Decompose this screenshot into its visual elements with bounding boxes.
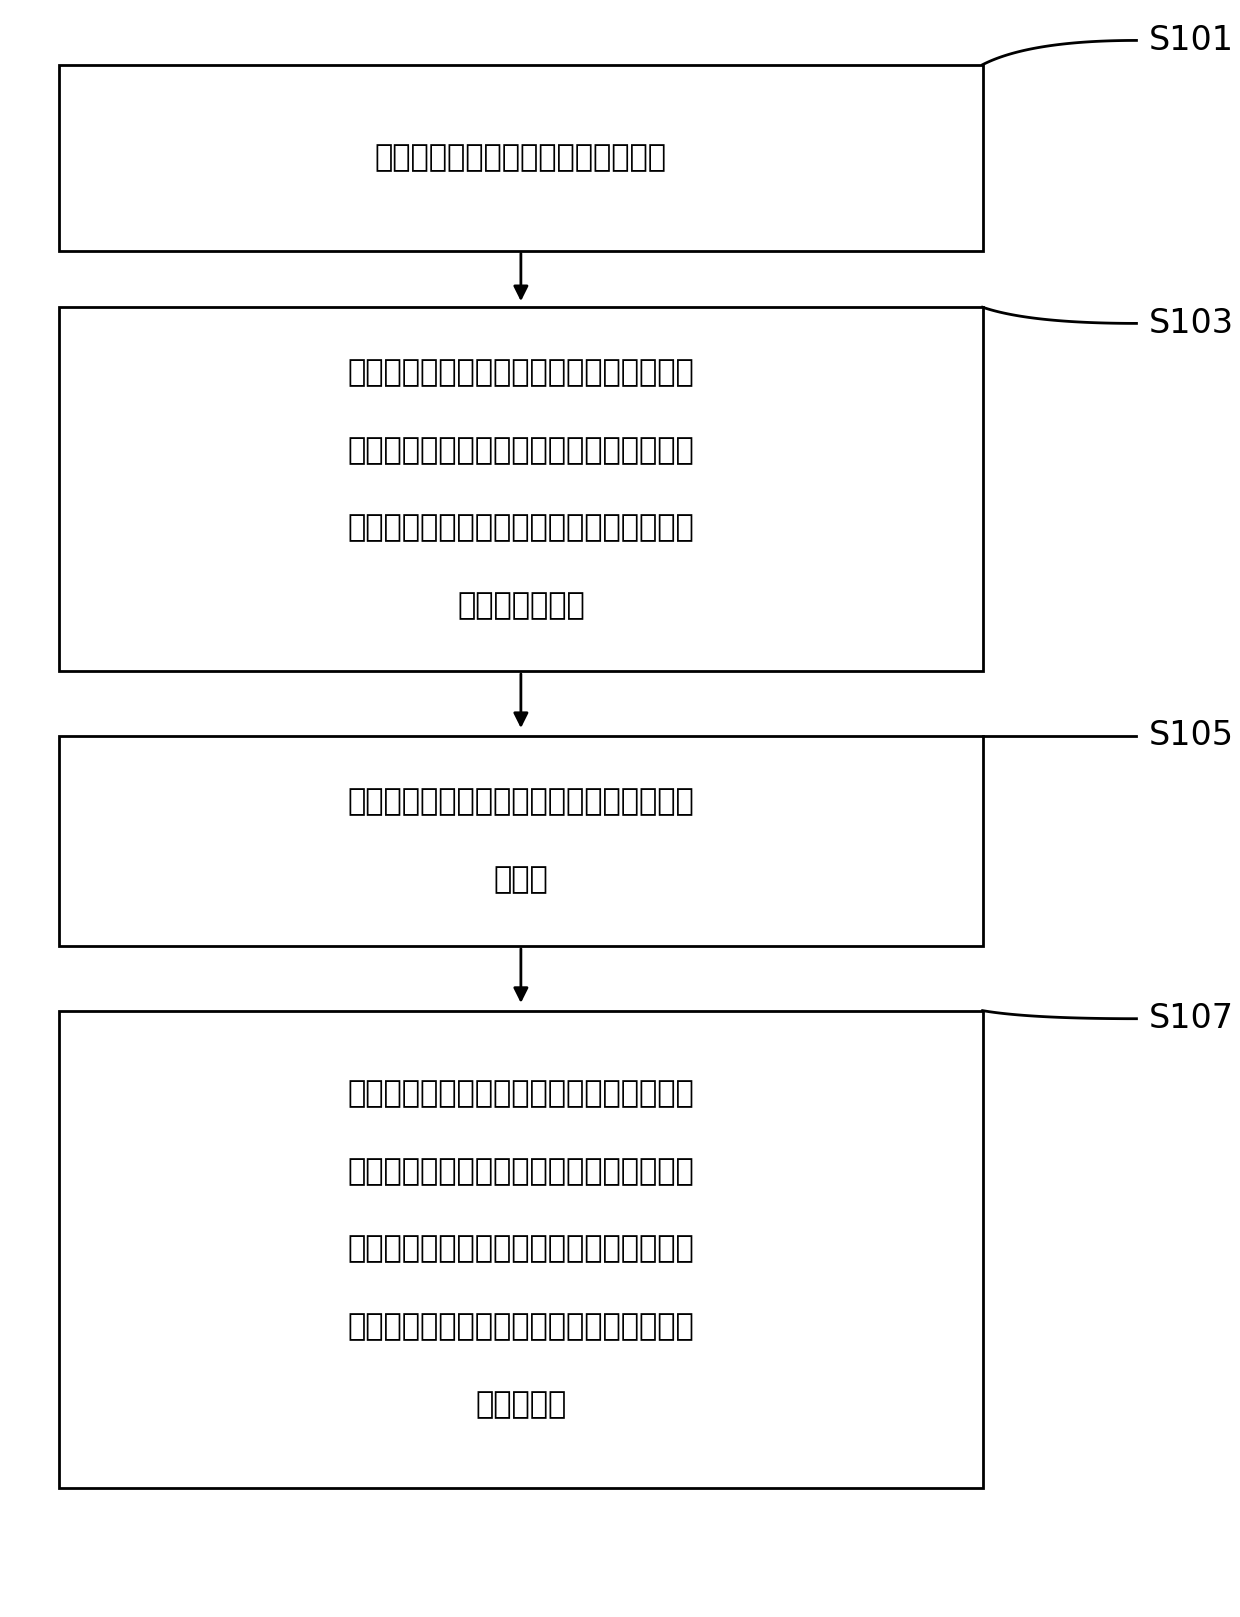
Bar	[60, 736, 982, 946]
Bar	[60, 307, 982, 671]
Bar	[60, 1011, 982, 1488]
Bar	[60, 65, 982, 251]
Text: 以获取采集信号: 以获取采集信号	[458, 592, 585, 619]
Text: 时钟信号的频率对待修正电阻进行信号采样: 时钟信号的频率对待修正电阻进行信号采样	[347, 514, 694, 542]
Text: 获取与工频信号周期相同的定标信号: 获取与工频信号周期相同的定标信号	[374, 144, 667, 171]
Text: S103: S103	[1148, 307, 1234, 340]
Text: 值对测量信号和或系统目标修正值进行消扰: 值对测量信号和或系统目标修正值进行消扰	[347, 1235, 694, 1263]
Text: 根据采集信号获取每个采样时刻下的工频干: 根据采集信号获取每个采样时刻下的工频干	[347, 787, 694, 817]
Text: 扰幅值: 扰幅值	[494, 865, 548, 894]
Text: S101: S101	[1148, 24, 1234, 57]
Text: S107: S107	[1148, 1003, 1234, 1035]
Text: 信号，并根据每个采样时刻下的工频干扰幅: 信号，并根据每个采样时刻下的工频干扰幅	[347, 1158, 694, 1185]
Text: S105: S105	[1148, 720, 1234, 752]
Text: 将根据工频信号得到的输入信号输入到待修: 将根据工频信号得到的输入信号输入到待修	[347, 359, 694, 386]
Text: 行激光调阻: 行激光调阻	[475, 1391, 567, 1418]
Text: 将输入信号输入到待修正电阻中以测出测量: 将输入信号输入到待修正电阻中以测出测量	[347, 1080, 694, 1108]
Text: 计算，以获取激光控制信号对待修正电阻进: 计算，以获取激光控制信号对待修正电阻进	[347, 1313, 694, 1340]
Text: 正电阻中，在定标信号的完整周期内以预设: 正电阻中，在定标信号的完整周期内以预设	[347, 437, 694, 464]
